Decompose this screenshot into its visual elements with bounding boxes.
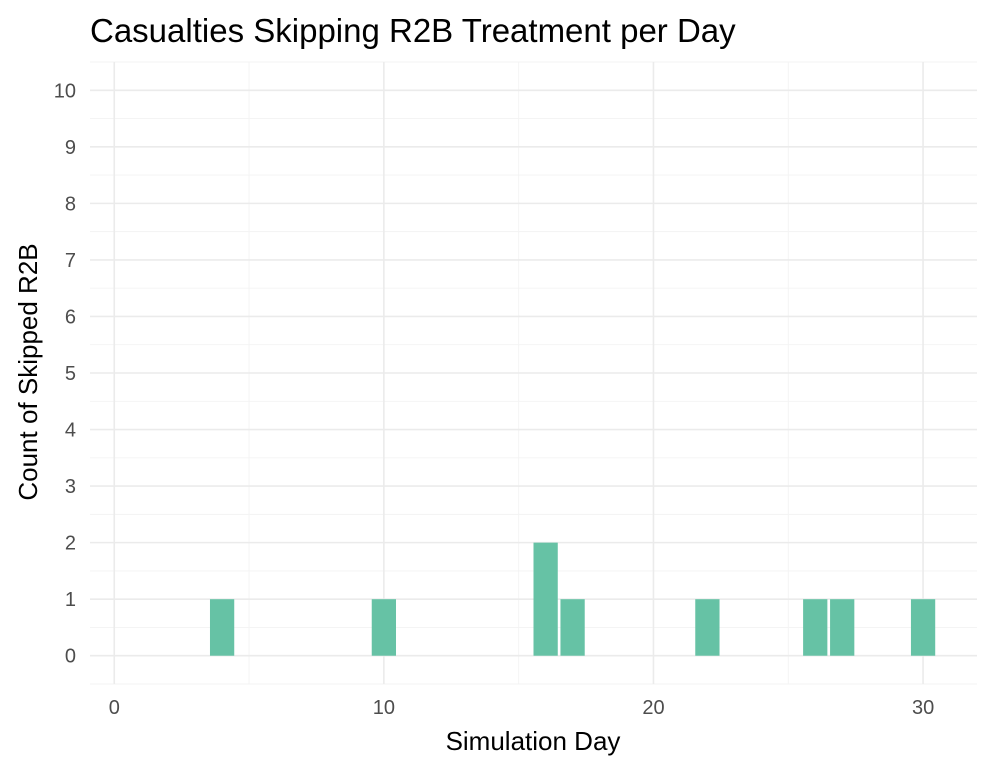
chart-title: Casualties Skipping R2B Treatment per Da… [90, 12, 736, 49]
y-tick-label: 3 [65, 476, 76, 498]
bar [533, 542, 558, 656]
y-tick-label: 1 [65, 589, 76, 611]
y-tick-label: 9 [65, 137, 76, 159]
y-tick-label: 0 [65, 646, 76, 668]
bars [209, 542, 936, 656]
bar [371, 599, 397, 656]
bar [830, 599, 855, 656]
x-axis-ticks: 0 10 20 30 [109, 697, 935, 719]
y-tick-label: 8 [65, 193, 76, 215]
y-tick-label: 5 [65, 363, 76, 385]
x-tick-label: 20 [642, 697, 664, 719]
y-tick-label: 6 [65, 306, 76, 328]
bar [910, 599, 936, 656]
x-tick-label: 0 [109, 697, 120, 719]
x-axis-title: Simulation Day [446, 726, 621, 756]
bar [560, 599, 585, 656]
y-tick-label: 10 [54, 80, 76, 102]
y-tick-label: 2 [65, 533, 76, 555]
bar [803, 599, 828, 656]
x-tick-label: 30 [912, 697, 934, 719]
y-tick-label: 4 [65, 420, 76, 442]
x-tick-label: 10 [373, 697, 395, 719]
y-axis-ticks: 0 1 2 3 4 5 6 7 8 9 10 [54, 80, 76, 667]
bar [695, 599, 720, 656]
bar [209, 599, 235, 656]
y-axis-title: Count of Skipped R2B [13, 243, 43, 500]
y-tick-label: 7 [65, 250, 76, 272]
